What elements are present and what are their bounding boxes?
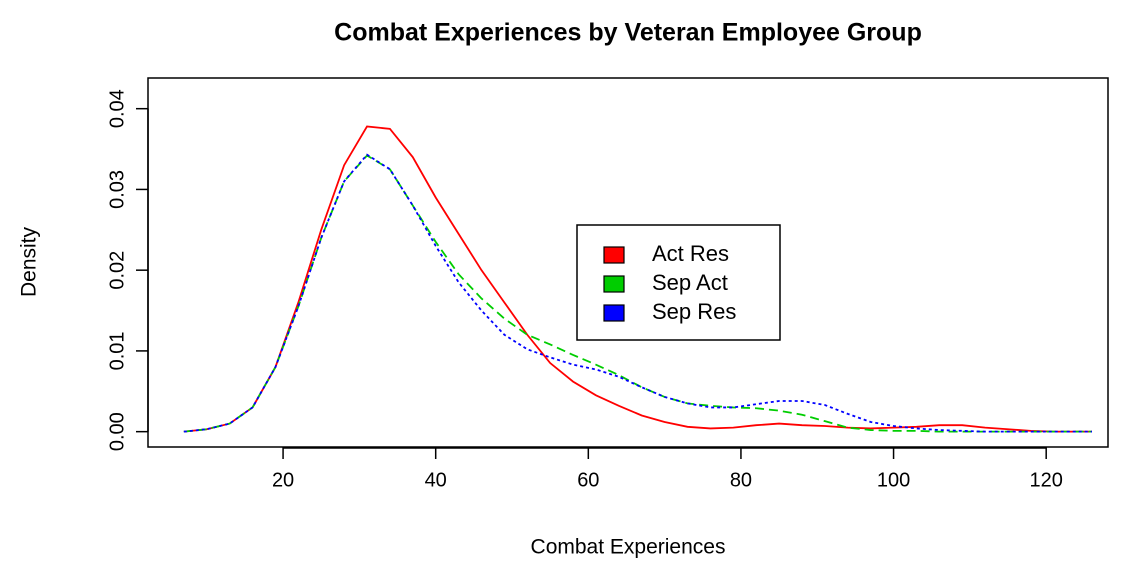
x-tick-label: 60	[577, 469, 599, 491]
y-axis-label: Density	[18, 226, 41, 297]
y-tick-label: 0.02	[106, 251, 128, 290]
legend-label: Sep Act	[652, 270, 728, 295]
legend-label: Act Res	[652, 241, 729, 266]
x-tick-label: 40	[425, 469, 447, 491]
density-line	[183, 125, 1092, 433]
y-tick-label: 0.00	[106, 412, 128, 451]
legend-swatch	[603, 304, 625, 322]
x-tick-label: 120	[1030, 469, 1063, 491]
x-tick-label: 100	[877, 469, 910, 491]
chart-title: Combat Experiences by Veteran Employee G…	[334, 19, 922, 47]
x-axis-label: Combat Experiences	[531, 536, 726, 559]
x-tick-label: 20	[272, 469, 294, 491]
y-tick-label: 0.03	[106, 170, 128, 209]
y-tick-label: 0.04	[106, 89, 128, 128]
legend-swatch	[603, 246, 625, 264]
x-tick-label: 80	[730, 469, 752, 491]
y-tick-label: 0.01	[106, 331, 128, 370]
legend-label: Sep Res	[652, 299, 736, 324]
density-line	[183, 154, 1092, 433]
density-line	[183, 153, 1092, 433]
legend-swatch	[603, 275, 625, 293]
